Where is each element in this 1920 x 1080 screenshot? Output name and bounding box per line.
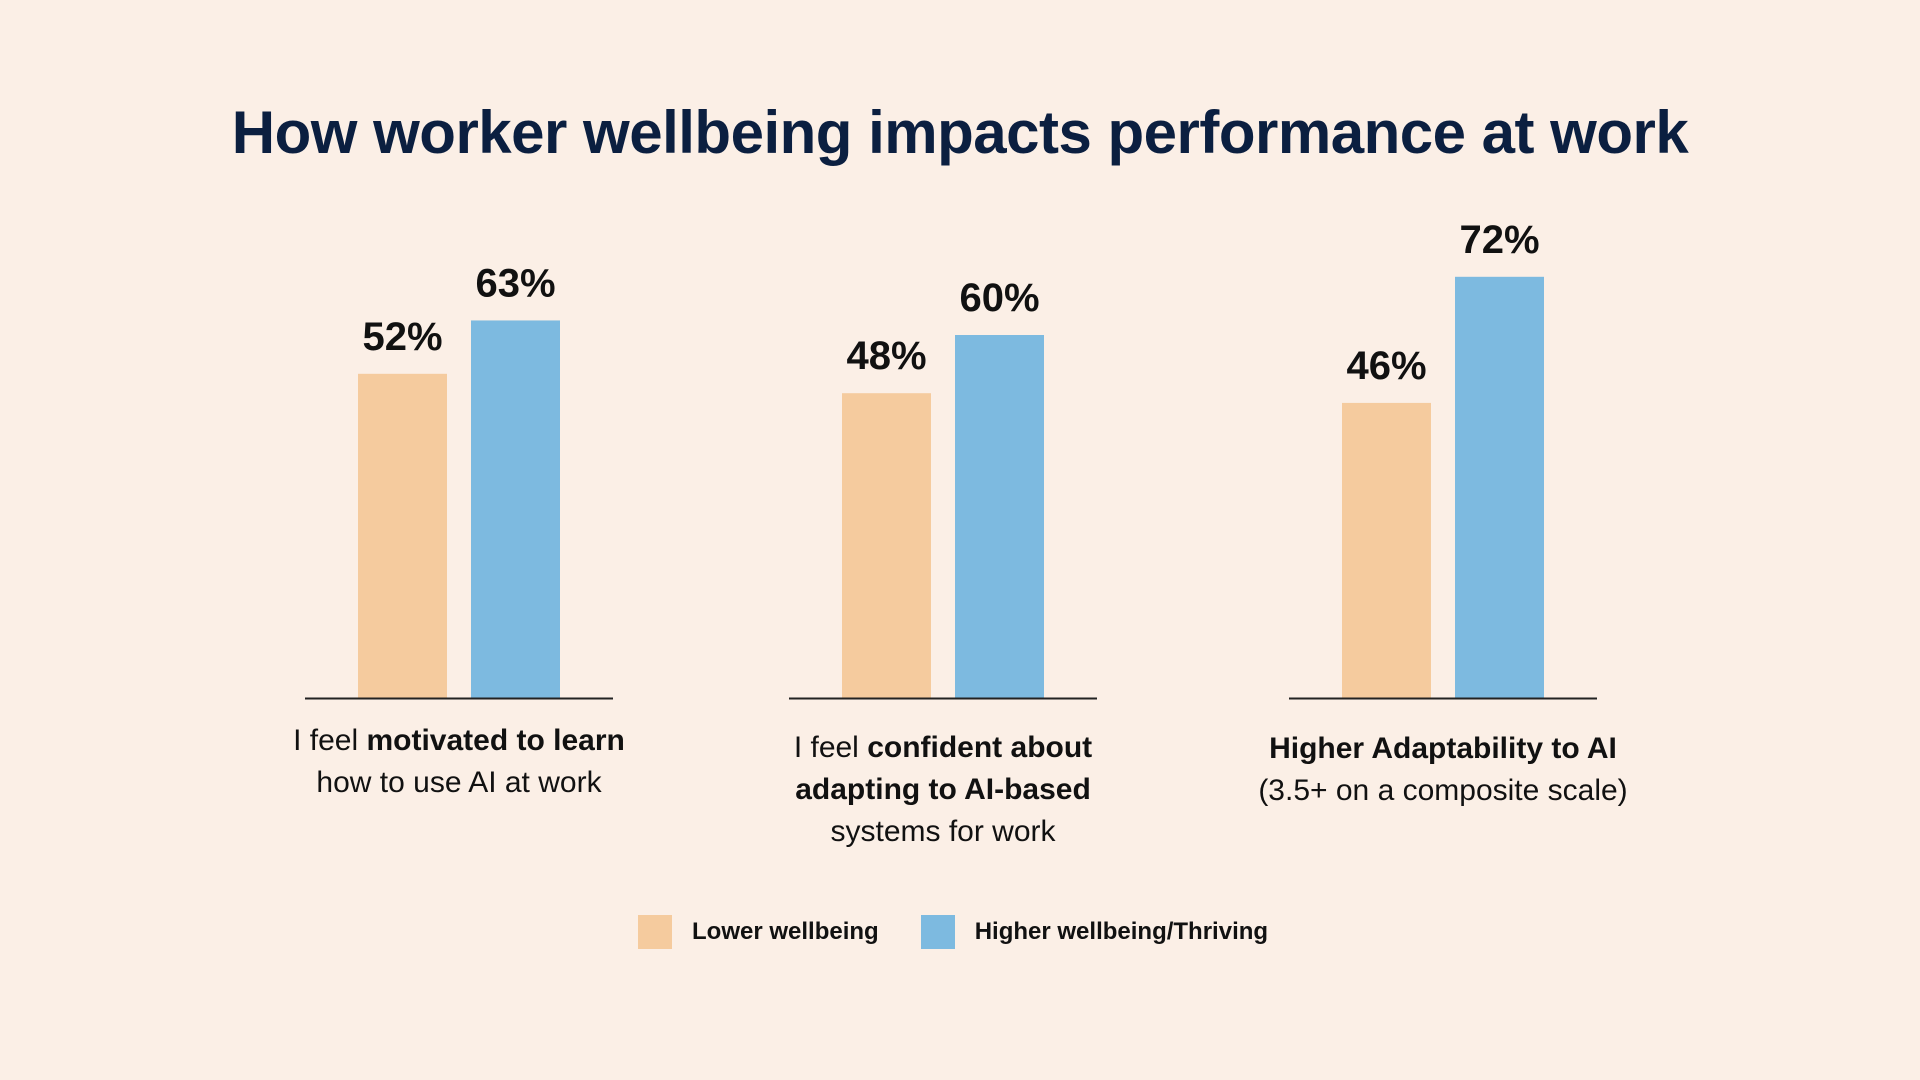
bar-group-2: 48% 60%: [789, 276, 1097, 700]
bar-higher-2: [955, 335, 1044, 698]
label-run: systems for work: [830, 815, 1056, 848]
bar-higher-3: [1455, 276, 1544, 698]
category-label-1: I feel motivated to learn how to use AI a…: [199, 720, 719, 804]
legend-item-lower: Lower wellbeing: [638, 914, 879, 949]
category-label-2: I feel confident about adapting to AI-bas…: [683, 727, 1203, 853]
label-run: how to use AI at work: [316, 766, 602, 799]
label-run: (3.5+ on a composite scale): [1258, 774, 1628, 807]
category-label-line: I feel confident about: [683, 727, 1203, 769]
value-label-higher-3: 72%: [1459, 218, 1539, 262]
bar-higher-1: [471, 320, 560, 698]
category-label-line: Higher Adaptability to AI: [1183, 728, 1703, 770]
label-bold-run: motivated to learn: [366, 724, 625, 757]
legend-swatch-higher: [920, 914, 955, 949]
category-label-line: adapting to AI-based: [683, 769, 1203, 811]
category-label-line: (3.5+ on a composite scale): [1183, 770, 1703, 812]
legend-item-higher: Higher wellbeing/Thriving: [920, 914, 1269, 949]
category-label-line: systems for work: [683, 811, 1203, 853]
label-bold-run: Higher Adaptability to AI: [1269, 732, 1617, 765]
value-label-higher-1: 63%: [475, 261, 555, 305]
legend-label-higher: Higher wellbeing/Thriving: [974, 917, 1269, 945]
legend-label-lower: Lower wellbeing: [692, 917, 879, 945]
legend: Lower wellbeing Higher wellbeing/Thrivin…: [638, 914, 1310, 949]
label-run: I feel: [293, 724, 367, 757]
value-label-lower-2: 48%: [846, 334, 926, 378]
category-label-line: I feel motivated to learn: [199, 720, 719, 762]
value-label-higher-2: 60%: [959, 276, 1039, 320]
bar-lower-3: [1342, 402, 1431, 698]
bar-lower-2: [842, 393, 931, 698]
bar-group-1: 52% 63%: [305, 261, 613, 700]
bar-group-3: 46% 72%: [1289, 218, 1597, 700]
value-label-lower-1: 52%: [362, 315, 442, 359]
label-bold-run: confident about: [867, 731, 1093, 764]
category-label-3: Higher Adaptability to AI (3.5+ on a comp…: [1183, 728, 1703, 812]
label-run: I feel: [793, 731, 868, 764]
bar-lower-1: [358, 373, 447, 698]
chart-title: How worker wellbeing impacts performance…: [231, 99, 1689, 166]
label-bold-run: adapting to AI-based: [795, 773, 1091, 806]
legend-swatch-lower: [638, 914, 672, 949]
value-label-lower-3: 46%: [1346, 344, 1426, 388]
category-label-line: how to use AI at work: [199, 762, 719, 804]
